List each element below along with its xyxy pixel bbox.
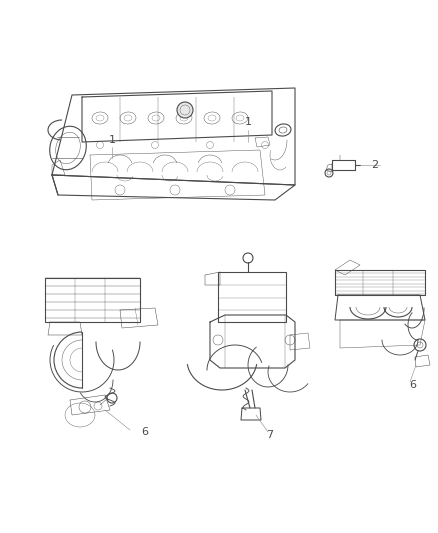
Text: 6: 6: [409, 380, 416, 390]
Text: 1: 1: [108, 135, 115, 145]
Text: 1: 1: [244, 117, 251, 127]
Text: 6: 6: [141, 427, 148, 437]
Bar: [218, 272, 285, 322]
Circle shape: [177, 102, 193, 118]
Text: 7: 7: [266, 430, 273, 440]
Text: 2: 2: [371, 160, 378, 170]
Bar: [45, 278, 140, 322]
